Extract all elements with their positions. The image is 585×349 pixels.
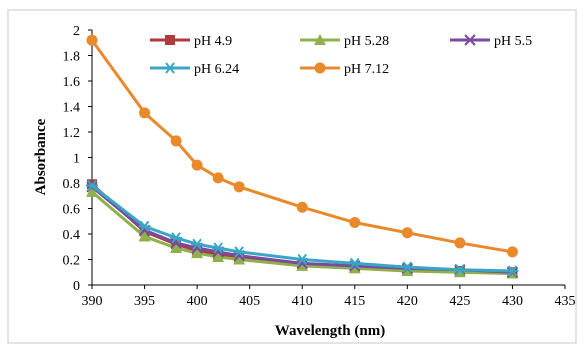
data-point	[348, 257, 361, 269]
data-point	[233, 246, 246, 258]
legend-marker	[314, 34, 326, 45]
x-tick-label: 435	[555, 294, 576, 309]
data-point	[139, 107, 151, 119]
series-ph-6-24	[86, 179, 519, 277]
data-point	[138, 230, 151, 242]
data-point	[138, 220, 151, 232]
data-point	[212, 242, 225, 254]
y-tick-label: 0	[73, 279, 80, 294]
y-tick-label: 1	[73, 152, 80, 167]
data-point	[191, 247, 204, 259]
x-tick-label: 395	[134, 294, 155, 309]
series-ph-5-28	[86, 185, 519, 279]
y-tick-label: 0.6	[63, 203, 81, 218]
x-tick-label: 430	[502, 294, 523, 309]
legend-item: pH 5.28	[300, 34, 389, 49]
y-tick-label: 1.6	[63, 75, 81, 90]
legend-item: pH 5.5	[450, 34, 532, 49]
y-tick-label: 1.8	[63, 50, 81, 65]
legend-marker	[314, 62, 326, 74]
data-point	[233, 181, 245, 193]
data-point	[212, 172, 224, 184]
data-point	[233, 253, 246, 265]
data-point	[453, 264, 466, 276]
x-tick-label: 425	[449, 294, 470, 309]
data-point	[506, 246, 518, 258]
x-axis-title: Wavelength (nm)	[275, 323, 385, 339]
data-point	[170, 242, 183, 254]
data-point	[348, 262, 361, 274]
legend-label: pH 6.24	[194, 62, 239, 77]
data-point	[506, 265, 519, 277]
data-point	[454, 237, 466, 249]
y-axis-title: Absorbance	[33, 118, 49, 195]
x-tick-label: 400	[187, 294, 208, 309]
chart-area-border	[7, 9, 577, 344]
legend-label: pH 4.9	[194, 34, 232, 49]
data-point	[296, 253, 309, 266]
data-point	[296, 201, 308, 213]
legend-marker	[464, 34, 476, 46]
data-point	[349, 217, 361, 229]
y-tick-label: 0.4	[63, 228, 81, 243]
legend-item: pH 6.24	[150, 62, 239, 77]
data-point	[191, 159, 203, 171]
data-point	[86, 179, 98, 192]
data-point	[86, 34, 98, 46]
data-point	[401, 264, 414, 276]
legend-item: pH 7.12	[300, 62, 389, 77]
y-tick-label: 1.4	[63, 101, 81, 116]
x-tick-label: 420	[397, 294, 418, 309]
data-point	[170, 135, 182, 147]
x-tick-label: 405	[239, 294, 260, 309]
x-tick-label: 415	[344, 294, 365, 309]
y-tick-label: 0.2	[63, 254, 81, 269]
legend-label: pH 5.28	[344, 34, 389, 49]
data-point	[296, 259, 309, 271]
data-point	[401, 261, 414, 273]
legend-label: pH 5.5	[494, 34, 532, 49]
data-point	[401, 227, 413, 239]
legend-marker	[165, 35, 175, 45]
data-point	[86, 185, 98, 197]
x-tick-label: 390	[82, 294, 103, 309]
data-point	[170, 232, 183, 244]
y-tick-label: 1.2	[63, 126, 81, 141]
y-tick-label: 2	[73, 24, 80, 39]
y-tick-label: 0.8	[63, 177, 81, 192]
x-tick-label: 410	[292, 294, 313, 309]
data-point	[212, 250, 225, 262]
data-point	[191, 238, 204, 250]
legend-item: pH 4.9	[150, 34, 232, 49]
series-ph-7-12	[86, 34, 518, 258]
legend-marker	[164, 62, 176, 74]
legend-label: pH 7.12	[344, 62, 389, 77]
